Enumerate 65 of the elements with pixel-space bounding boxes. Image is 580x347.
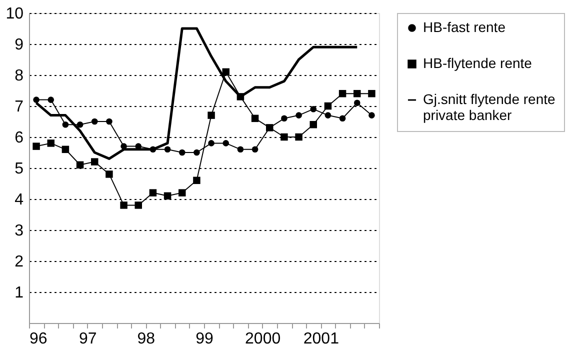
point (354, 90, 361, 98)
point (236, 93, 244, 100)
point (164, 192, 172, 200)
point (106, 170, 113, 178)
y-tick-label: 1 (14, 284, 24, 302)
point (339, 115, 346, 122)
point (62, 146, 70, 154)
legend-label: HB-flytende rente (423, 55, 532, 71)
y-tick-label: 5 (14, 160, 24, 178)
point (222, 68, 230, 76)
point (251, 114, 259, 122)
point (134, 202, 142, 209)
point (106, 118, 112, 125)
point (120, 143, 127, 150)
point (222, 140, 230, 146)
point (178, 149, 186, 156)
point (120, 202, 128, 209)
legend-label: Gj.snitt flytende rente private banker (423, 91, 556, 123)
point (368, 90, 376, 98)
point (354, 100, 360, 106)
point (310, 106, 317, 112)
point (178, 189, 186, 196)
point (338, 90, 346, 98)
point (76, 121, 84, 128)
point (91, 118, 98, 125)
point (208, 112, 215, 119)
y-tick-label: 2 (14, 254, 24, 270)
x-tick-label: 99 (196, 330, 214, 347)
y-tick-label: 7 (14, 98, 24, 116)
y-tick-label: 8 (14, 68, 24, 84)
point (281, 115, 288, 122)
point (164, 146, 171, 153)
point (368, 112, 375, 118)
y-tick-label: 3 (14, 222, 24, 240)
y-tick-label: 6 (14, 130, 24, 146)
point (33, 96, 40, 103)
point (32, 142, 40, 150)
point (48, 96, 54, 103)
point (193, 176, 200, 184)
point (208, 140, 214, 146)
x-tick-label: 2001 (303, 330, 340, 347)
point (324, 112, 332, 118)
point (62, 121, 69, 128)
point (280, 133, 288, 141)
point (47, 140, 54, 147)
point (150, 146, 156, 153)
x-tick-label: 96 (30, 330, 48, 347)
y-tick-label: 9 (14, 36, 24, 54)
point (149, 189, 157, 196)
y-tick-label: 10 (6, 6, 24, 22)
point (310, 120, 317, 128)
x-tick-label: 2000 (245, 330, 281, 347)
y-tick-label: 4 (14, 192, 24, 208)
point (295, 133, 302, 141)
point (237, 146, 244, 153)
point (252, 146, 258, 153)
point (194, 149, 200, 156)
x-tick-label: 97 (78, 330, 97, 347)
legend-label: HB-fast rente (423, 19, 506, 35)
point (91, 158, 98, 166)
x-tick-label: 98 (137, 330, 156, 347)
point (324, 102, 332, 110)
point (135, 143, 142, 150)
point (296, 112, 302, 118)
point (76, 161, 84, 169)
